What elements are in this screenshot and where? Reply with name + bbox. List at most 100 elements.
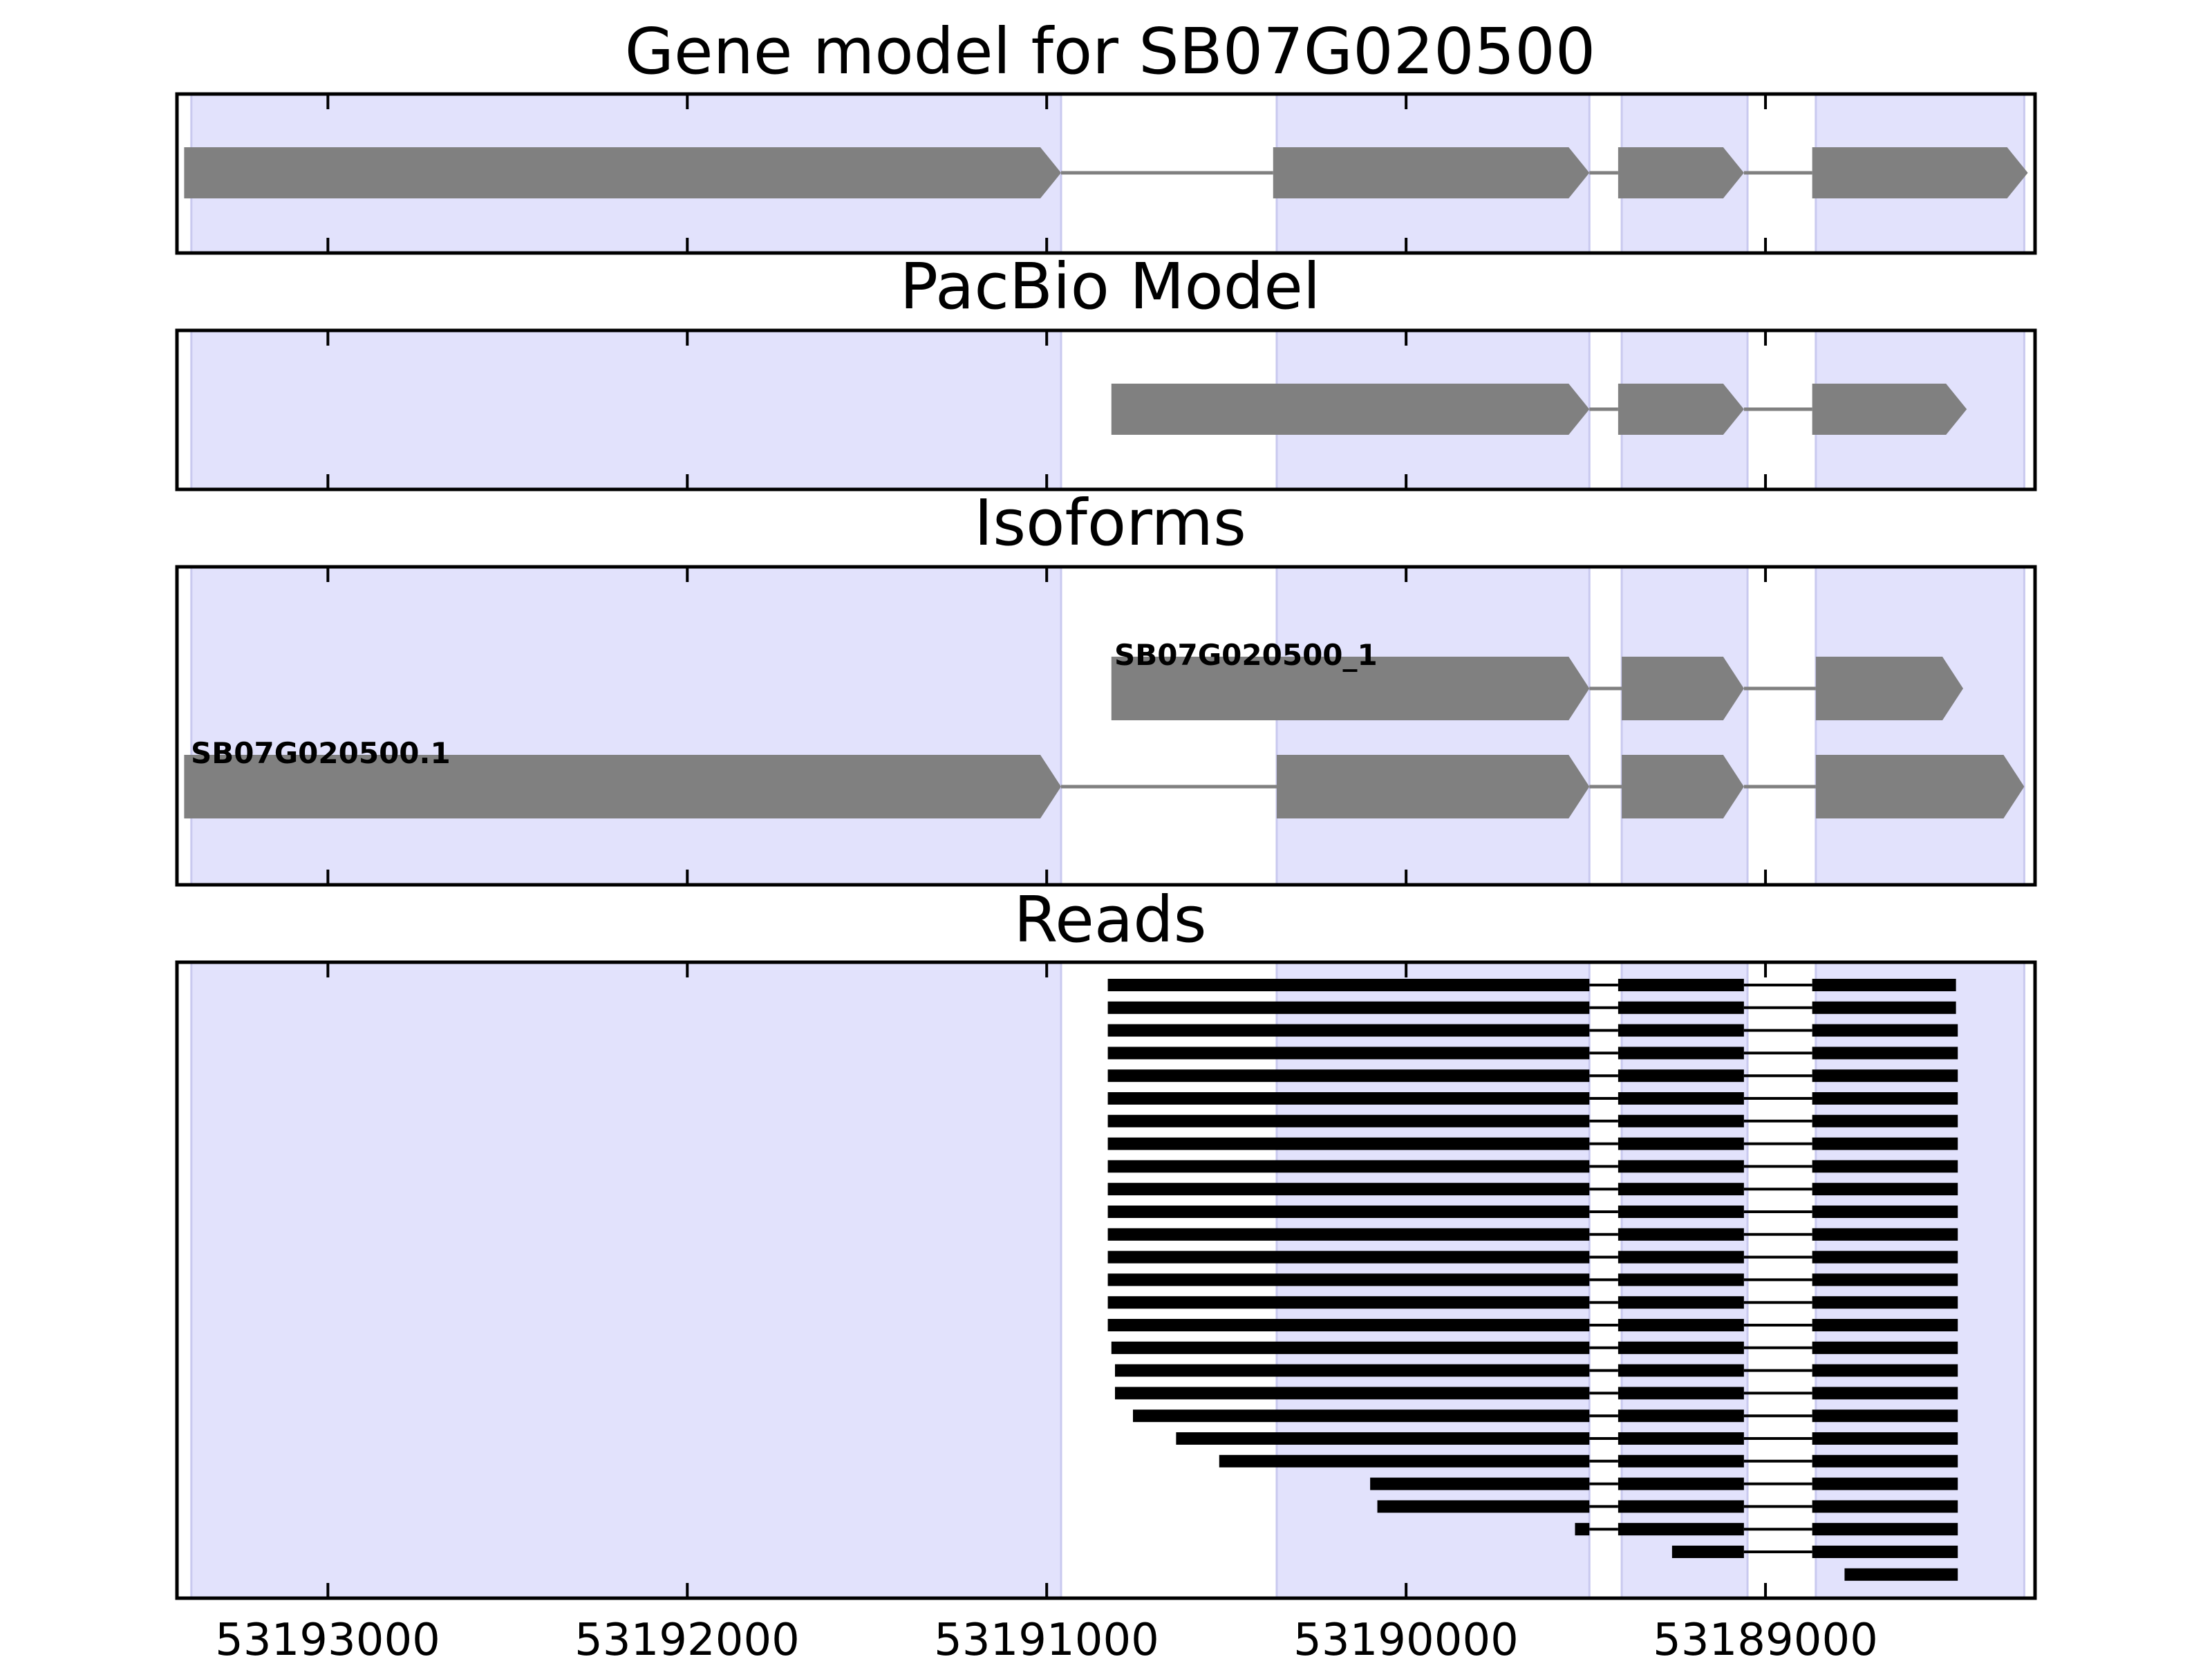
read	[1107, 1001, 1956, 1014]
x-tick-label: 53190000	[1293, 1615, 1519, 1659]
read-block	[1107, 1092, 1590, 1105]
isoform-label: SB07G020500.1	[191, 736, 451, 770]
read-block	[1575, 1523, 1590, 1536]
read	[1844, 1568, 1958, 1581]
read-block	[1618, 1341, 1744, 1354]
read	[1107, 1319, 1958, 1331]
exon-arrow	[1273, 147, 1590, 198]
read-block	[1812, 1137, 1958, 1150]
read-block	[1618, 1364, 1744, 1377]
read-block	[1107, 1137, 1590, 1150]
read	[1219, 1454, 1958, 1468]
read-block	[1618, 1183, 1744, 1196]
read-block	[1176, 1432, 1590, 1445]
read-block	[1107, 1047, 1590, 1060]
isoforms-tracks	[175, 565, 2037, 887]
read-block	[1812, 1454, 1958, 1468]
exon-region-shading	[190, 329, 1062, 491]
read-block	[1114, 1387, 1590, 1400]
panel-frame	[175, 328, 2037, 491]
read-block	[1618, 1001, 1744, 1014]
read-block	[1812, 1387, 1958, 1400]
read	[1132, 1409, 1958, 1423]
read-block	[1618, 1092, 1744, 1105]
read	[1107, 1228, 1958, 1241]
read-block	[1618, 1250, 1744, 1264]
exon-arrow	[1622, 755, 1744, 818]
exon-arrow	[1812, 147, 2028, 198]
read-block	[1618, 1160, 1744, 1173]
exon-arrow	[184, 755, 1062, 818]
read-block	[1812, 1206, 1958, 1218]
read-block	[1107, 1250, 1590, 1264]
read-block	[1107, 1296, 1590, 1309]
read-block	[1618, 1432, 1744, 1445]
read-block	[1107, 1069, 1590, 1082]
read-block	[1618, 1477, 1744, 1490]
read-block	[1377, 1500, 1590, 1513]
read	[1575, 1523, 1958, 1536]
read-block	[1812, 1341, 1958, 1354]
read-block	[1618, 1273, 1744, 1286]
exon-region-shading	[190, 961, 1062, 1600]
read-block	[1618, 1069, 1744, 1082]
read-block	[1812, 1477, 1958, 1490]
read-block	[1812, 1228, 1958, 1241]
read-block	[1812, 1160, 1958, 1173]
read-block	[1618, 1454, 1744, 1468]
exon-arrow	[1618, 384, 1744, 435]
read-block	[1107, 1024, 1590, 1037]
read-block	[1107, 979, 1590, 991]
gene-model-title: Gene model for SB07G020500	[625, 15, 1596, 88]
read-block	[1812, 1114, 1958, 1127]
read	[1107, 1160, 1958, 1173]
isoforms-panel: SB07G020500_1 SB07G020500.1	[175, 565, 2037, 887]
exon-arrow	[1815, 755, 2025, 818]
read	[1107, 1114, 1958, 1127]
read	[1107, 1069, 1958, 1082]
x-tick-label: 53189000	[1653, 1615, 1878, 1659]
read-block	[1812, 1250, 1958, 1264]
read	[1114, 1387, 1958, 1400]
read-block	[1812, 1364, 1958, 1377]
read-block	[1111, 1341, 1590, 1354]
read-block	[1618, 1024, 1744, 1037]
exon-region-shading	[190, 565, 1062, 886]
read-block	[1671, 1546, 1744, 1558]
read	[1107, 1024, 1958, 1037]
read-block	[1618, 1500, 1744, 1513]
read	[1107, 1296, 1958, 1309]
read-block	[1812, 1500, 1958, 1513]
read	[1107, 1047, 1958, 1060]
read-block	[1219, 1454, 1590, 1468]
read-block	[1618, 1137, 1744, 1150]
read-block	[1812, 1273, 1958, 1286]
read-block	[1812, 1409, 1958, 1423]
read-block	[1812, 1092, 1958, 1105]
read-block	[1618, 1409, 1744, 1423]
read-block	[1107, 1273, 1590, 1286]
read-block	[1114, 1364, 1590, 1377]
exon-region-shading	[1815, 565, 2025, 886]
read-block	[1107, 1319, 1590, 1331]
read	[1176, 1432, 1958, 1445]
exon-arrow	[1812, 384, 1967, 435]
read-block	[1618, 1319, 1744, 1331]
read-block	[1618, 1296, 1744, 1309]
pacbio-model-panel	[175, 328, 2037, 491]
read	[1107, 1250, 1958, 1264]
exon-arrow	[1815, 657, 1964, 720]
reads-title: Reads	[1013, 883, 1206, 957]
read	[1107, 1092, 1958, 1105]
read	[1107, 1273, 1958, 1286]
panel-frame	[175, 92, 2037, 255]
panel-frame	[175, 565, 2037, 887]
read	[1107, 1183, 1958, 1196]
read-block	[1107, 1206, 1590, 1218]
x-tick-label: 53192000	[574, 1615, 800, 1659]
read	[1370, 1477, 1958, 1490]
read	[1114, 1364, 1958, 1377]
read-block	[1812, 979, 1956, 991]
gene-model-panel	[175, 92, 2037, 255]
read-block	[1618, 979, 1744, 991]
